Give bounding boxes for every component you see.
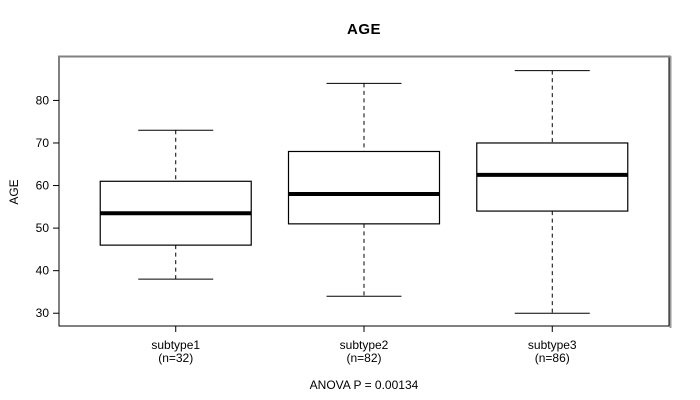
y-tick-label-30: 30 [36,306,50,320]
anova-p-label: ANOVA P = 0.00134 [309,378,419,392]
y-tick-label-40: 40 [36,264,50,278]
chart-title: AGE [346,21,381,38]
x-tick-label-subtype1: subtype1 [151,338,200,352]
x-tick-sublabel-subtype1: (n=32) [158,351,193,365]
y-tick-label-50: 50 [36,221,50,235]
y-tick-label-80: 80 [36,93,50,107]
y-tick-label-70: 70 [36,136,50,150]
box-subtype2 [287,150,441,225]
x-tick-sublabel-subtype3: (n=86) [535,351,570,365]
x-tick-sublabel-subtype2: (n=82) [346,351,381,365]
y-tick-label-60: 60 [36,179,50,193]
x-tick-label-subtype3: subtype3 [528,338,577,352]
x-tick-label-subtype2: subtype2 [340,338,389,352]
box-subtype3 [476,142,629,212]
